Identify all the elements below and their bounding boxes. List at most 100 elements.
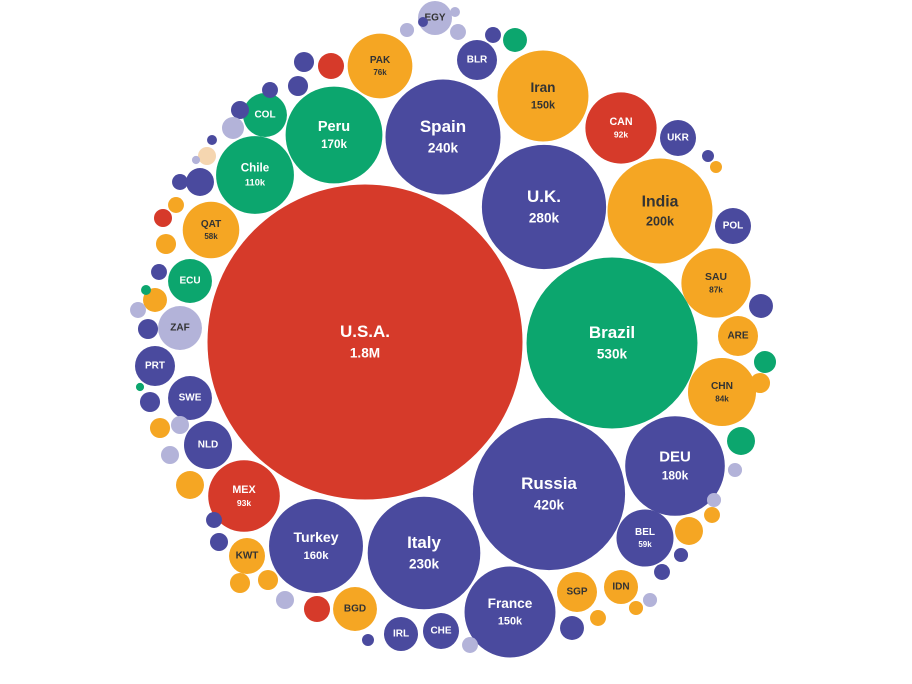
bubble [749, 294, 773, 318]
bubble-label: CAN [609, 116, 632, 128]
bubble [172, 174, 188, 190]
bubble [158, 306, 202, 350]
bubble [423, 613, 459, 649]
bubble-label: IDN [612, 582, 629, 593]
bubble [287, 75, 309, 97]
bubble [557, 572, 597, 612]
bubble [135, 346, 175, 386]
bubble [207, 184, 523, 500]
bubble [206, 512, 222, 528]
bubble-value: 84k [715, 394, 729, 403]
bubble [347, 33, 413, 99]
bubble [675, 517, 703, 545]
bubble [275, 590, 295, 610]
bubble [625, 416, 725, 516]
bubble-label: CHN [711, 381, 733, 392]
bubble-value: 150k [498, 615, 523, 627]
bubble [183, 420, 233, 470]
bubble [642, 592, 658, 608]
bubble [257, 569, 279, 591]
bubble-label: PAK [370, 55, 391, 66]
bubble [293, 51, 315, 73]
bubble [607, 158, 713, 264]
bubble-label: BGD [344, 604, 366, 615]
bubble-label: SWE [179, 393, 202, 404]
bubble [160, 445, 180, 465]
bubble-label: MEX [232, 484, 256, 496]
bubble [590, 610, 606, 626]
bubble-label: Chile [241, 162, 270, 175]
bubble [182, 201, 240, 259]
bubble-value: 160k [303, 550, 329, 562]
bubble-label: IRL [393, 629, 409, 640]
bubble [464, 566, 556, 658]
bubble [303, 595, 331, 623]
bubble [749, 372, 771, 394]
bubble [450, 24, 466, 40]
bubble [673, 547, 689, 563]
bubble [170, 415, 190, 435]
bubble [628, 600, 644, 616]
bubble [485, 27, 501, 43]
bubble [208, 460, 280, 532]
bubble [417, 0, 453, 36]
bubble [702, 150, 714, 162]
bubble [317, 52, 345, 80]
bubble-value: 530k [597, 346, 628, 361]
bubble [230, 100, 250, 120]
bubble-label: India [642, 193, 679, 210]
bubble-label: UKR [667, 133, 689, 144]
bubble-value: 180k [662, 469, 689, 483]
bubble [660, 120, 696, 156]
bubble-label: Spain [420, 117, 466, 136]
bubble [229, 572, 251, 594]
bubble [526, 257, 698, 429]
bubble-value: 230k [409, 556, 440, 571]
bubble [753, 350, 777, 374]
bubble [153, 208, 173, 228]
bubble [603, 569, 639, 605]
bubble [285, 86, 383, 184]
bubble-value: 110k [245, 178, 266, 188]
bubble-label: QAT [201, 219, 221, 230]
bubble-label: SAU [705, 272, 727, 283]
bubble [457, 40, 497, 80]
bubble-value: 76k [373, 68, 387, 77]
bubble [399, 22, 415, 38]
bubble-value: 93k [237, 498, 252, 508]
bubble-label: DEU [659, 449, 691, 466]
bubble [139, 391, 161, 413]
bubble-label: France [488, 596, 533, 611]
bubble-value: 1.8M [350, 345, 380, 360]
bubble-label: SGP [566, 587, 587, 598]
bubble-value: 92k [614, 130, 628, 140]
bubble [497, 50, 589, 142]
bubble [135, 382, 145, 392]
bubble [472, 417, 626, 571]
bubble [168, 259, 212, 303]
bubble [151, 264, 167, 280]
bubble-label: BEL [635, 527, 655, 538]
bubble [616, 509, 674, 567]
bubble [681, 248, 751, 318]
bubble [149, 417, 171, 439]
bubble-value: 170k [321, 138, 347, 151]
bubble-value: 59k [638, 540, 652, 549]
bubble [704, 507, 720, 523]
bubble-value: 240k [428, 140, 459, 155]
bubble-label: KWT [236, 551, 259, 562]
bubble [727, 427, 755, 455]
bubble [706, 492, 722, 508]
bubble [560, 616, 584, 640]
bubble [243, 93, 287, 137]
bubble [718, 316, 758, 356]
bubble [383, 616, 419, 652]
bubble [209, 532, 229, 552]
bubble [262, 82, 278, 98]
bubble-label: U.K. [527, 187, 561, 206]
bubble-label: COL [254, 110, 275, 121]
bubble [418, 17, 428, 27]
bubble [269, 499, 363, 593]
bubble-label: Peru [318, 119, 350, 135]
